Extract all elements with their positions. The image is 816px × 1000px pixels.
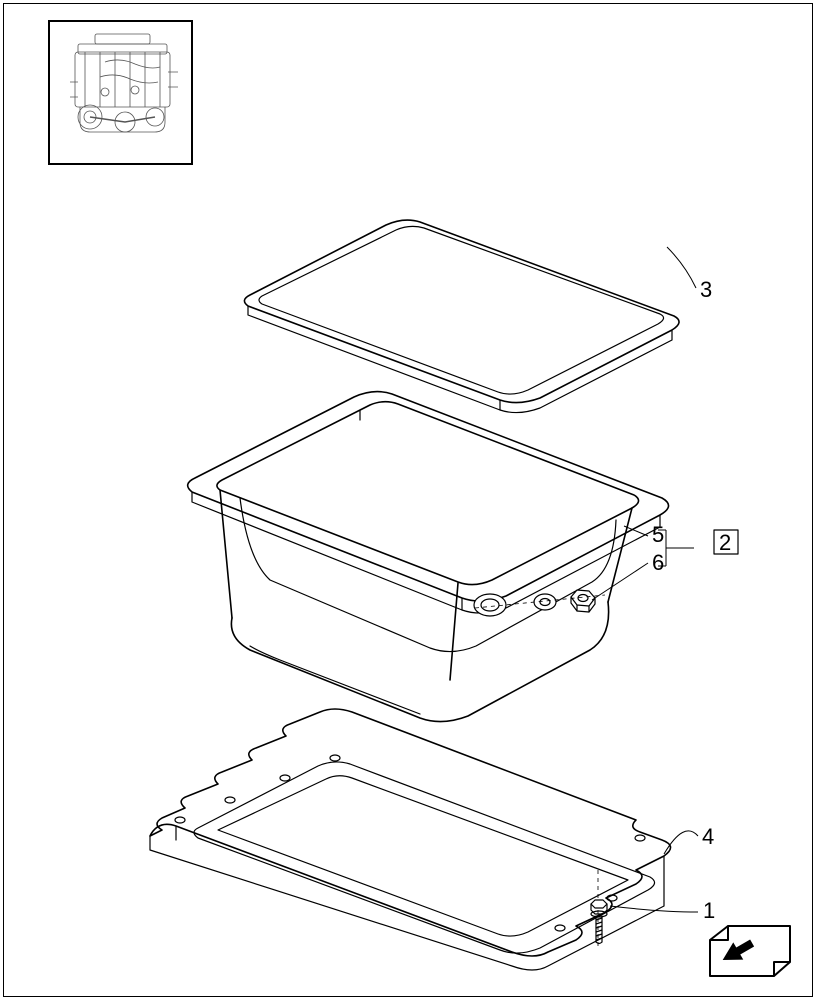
- exploded-diagram: .st { stroke:#000; stroke-width:1.2; fil…: [0, 0, 816, 1000]
- nav-arrow-icon: [704, 910, 794, 982]
- callout-4: 4: [702, 824, 714, 850]
- callout-6: 6: [652, 550, 664, 576]
- callout-3: 3: [700, 277, 712, 303]
- part-oil-pan: [188, 392, 669, 722]
- callout-5: 5: [652, 522, 664, 548]
- part-mounting-plate: [150, 709, 671, 970]
- part-gasket: [244, 220, 679, 412]
- leaders: [592, 247, 698, 912]
- callout-2: 2: [719, 530, 731, 556]
